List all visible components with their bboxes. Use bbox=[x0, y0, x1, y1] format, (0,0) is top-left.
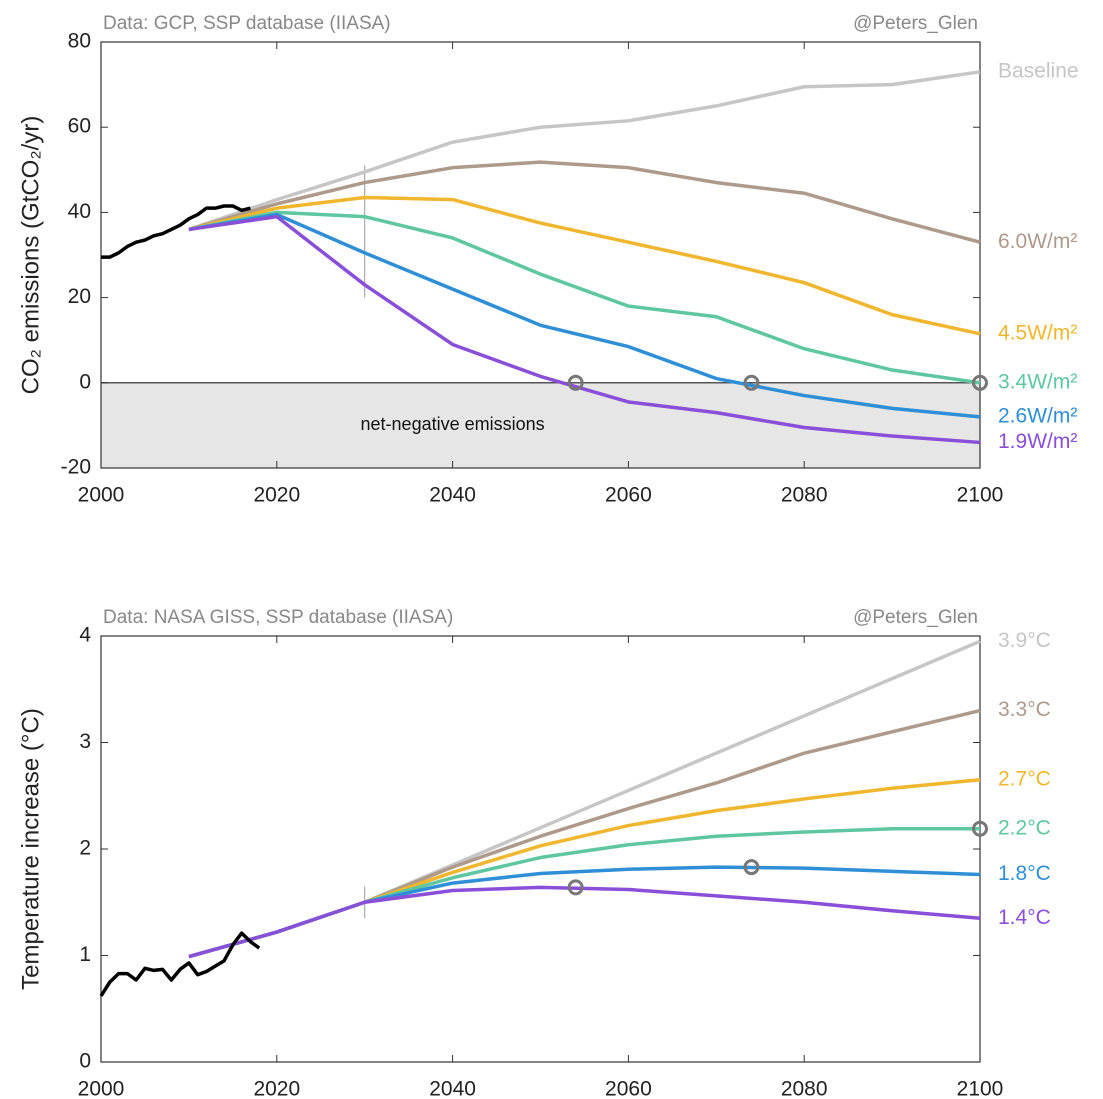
y-tick-label: 4 bbox=[79, 624, 91, 647]
x-tick-label: 2000 bbox=[78, 484, 125, 507]
observed-line bbox=[101, 204, 251, 259]
x-tick-label: 2020 bbox=[253, 484, 300, 507]
series-label: Baseline bbox=[998, 59, 1079, 82]
series-label: 4.5W/m² bbox=[998, 321, 1077, 344]
credit: @Peters_Glen bbox=[853, 13, 978, 34]
series-label: 2.2°C bbox=[998, 816, 1051, 839]
y-tick-label: 20 bbox=[68, 285, 91, 308]
y-tick-label: 60 bbox=[68, 115, 91, 138]
scenario-line bbox=[188, 70, 981, 232]
y-tick-label: 1 bbox=[79, 943, 91, 966]
crossing-marker bbox=[972, 374, 988, 391]
series-label: 1.4°C bbox=[998, 906, 1051, 929]
credit: @Peters_Glen bbox=[853, 607, 978, 628]
source-note: Data: GCP, SSP database (IIASA) bbox=[103, 13, 391, 34]
negative-region bbox=[101, 382, 980, 468]
observed-line bbox=[99, 931, 261, 997]
crossing-marker bbox=[567, 374, 584, 391]
series-label: 1.8°C bbox=[998, 862, 1051, 885]
y-axis-label: Temperature increase (°C) bbox=[17, 708, 44, 990]
series-label: 2.7°C bbox=[998, 767, 1051, 790]
series-label: 1.9W/m² bbox=[998, 430, 1077, 453]
x-tick-label: 2060 bbox=[605, 1078, 652, 1099]
y-tick-label: 2 bbox=[79, 837, 91, 860]
x-tick-label: 2060 bbox=[605, 484, 652, 507]
crossing-marker bbox=[743, 374, 760, 391]
series-label: 3.9°C bbox=[998, 629, 1051, 652]
crossing-marker bbox=[743, 859, 760, 876]
crossing-marker bbox=[567, 879, 584, 896]
y-tick-label: 40 bbox=[68, 200, 91, 223]
x-tick-label: 2080 bbox=[781, 1078, 828, 1099]
series-label: 6.0W/m² bbox=[998, 230, 1077, 253]
scenario-line bbox=[188, 865, 981, 959]
scenario-line bbox=[188, 195, 981, 336]
x-tick-label: 2040 bbox=[429, 484, 476, 507]
crossing-marker bbox=[972, 820, 988, 837]
plot-frame bbox=[100, 41, 981, 469]
x-tick-label: 2100 bbox=[957, 1078, 1004, 1099]
x-tick-label: 2000 bbox=[78, 1078, 125, 1099]
x-tick-label: 2100 bbox=[957, 484, 1004, 507]
series-label: 3.3°C bbox=[998, 698, 1051, 721]
annotation: net-negative emissions bbox=[361, 414, 545, 434]
series-label: 2.6W/m² bbox=[998, 404, 1077, 427]
y-tick-label: 80 bbox=[68, 30, 91, 53]
series-label: 3.4W/m² bbox=[998, 370, 1077, 393]
scenario-line bbox=[188, 778, 981, 959]
scenario-line bbox=[188, 160, 981, 244]
scenario-line bbox=[188, 210, 981, 385]
y-tick-label: 0 bbox=[79, 370, 91, 393]
x-tick-label: 2020 bbox=[253, 1078, 300, 1099]
x-tick-label: 2040 bbox=[429, 1078, 476, 1099]
scenario-line bbox=[188, 708, 981, 959]
source-note: Data: NASA GISS, SSP database (IIASA) bbox=[103, 607, 453, 628]
scenario-line bbox=[188, 885, 981, 959]
x-tick-label: 2080 bbox=[781, 484, 828, 507]
scenario-line bbox=[188, 827, 980, 959]
y-tick-label: 3 bbox=[79, 730, 91, 753]
y-axis-label: CO₂ emissions (GtCO₂/yr) bbox=[17, 116, 44, 395]
scenario-line bbox=[188, 212, 981, 419]
plot-frame bbox=[100, 635, 981, 1063]
y-tick-label: 0 bbox=[79, 1050, 91, 1073]
scenario-line bbox=[188, 214, 981, 445]
y-tick-label: -20 bbox=[61, 456, 91, 479]
